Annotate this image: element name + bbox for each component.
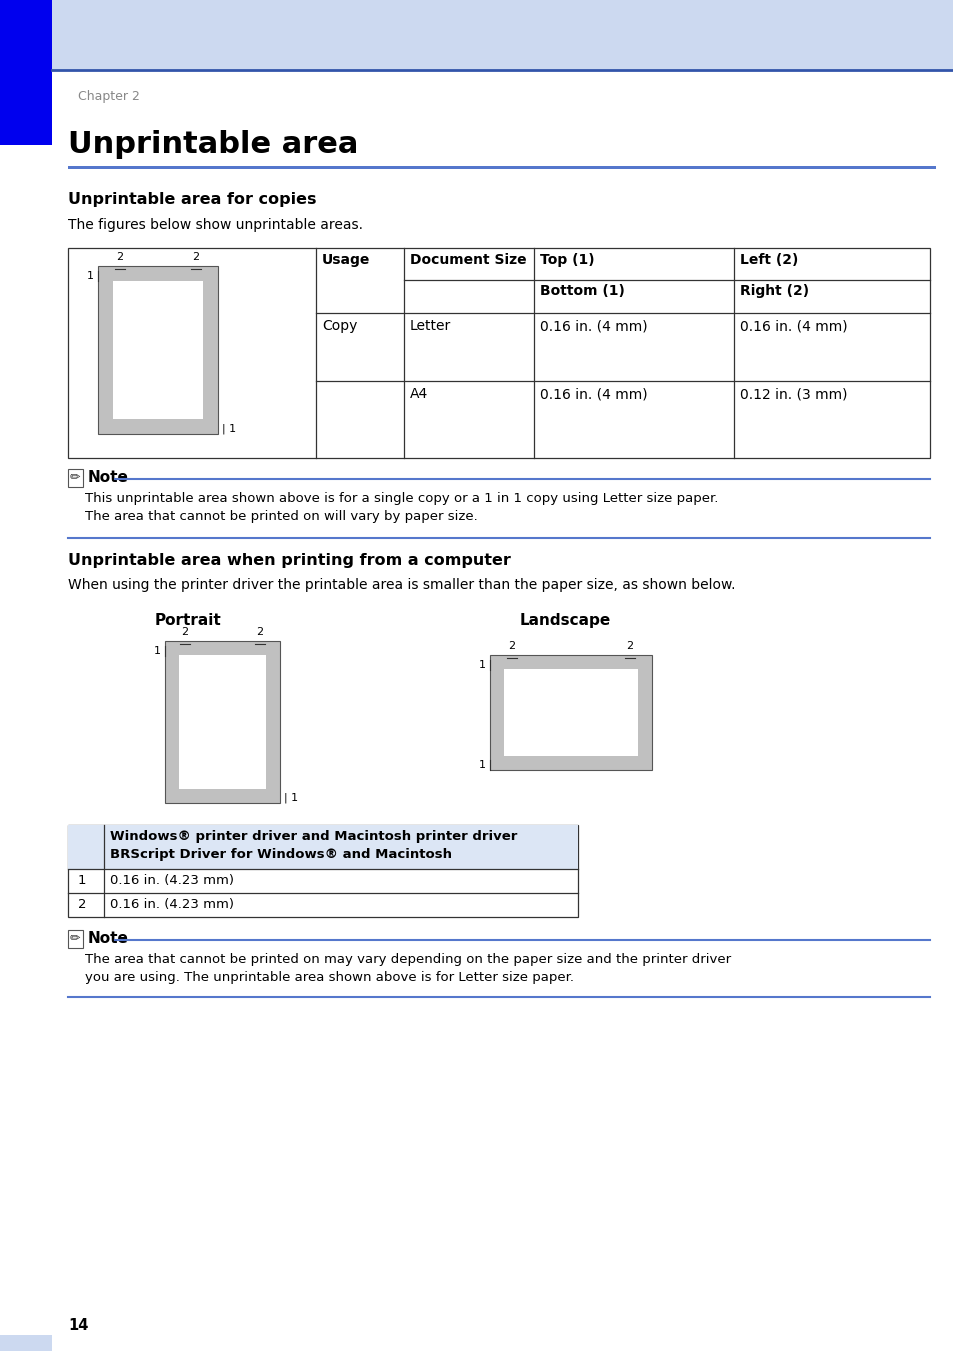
Text: 2: 2 <box>78 898 87 911</box>
Text: ✏: ✏ <box>70 932 80 944</box>
Text: 0.16 in. (4 mm): 0.16 in. (4 mm) <box>539 319 647 332</box>
Text: you are using. The unprintable area shown above is for Letter size paper.: you are using. The unprintable area show… <box>85 971 574 984</box>
Text: 0.16 in. (4.23 mm): 0.16 in. (4.23 mm) <box>110 898 233 911</box>
Text: 1: 1 <box>78 874 87 888</box>
Text: ✏: ✏ <box>70 471 80 484</box>
Bar <box>68 249 929 458</box>
Text: The area that cannot be printed on will vary by paper size.: The area that cannot be printed on will … <box>85 509 477 523</box>
Text: Top (1): Top (1) <box>539 253 594 267</box>
Text: Landscape: Landscape <box>519 613 611 628</box>
Text: Bottom (1): Bottom (1) <box>539 284 624 299</box>
Text: The area that cannot be printed on may vary depending on the paper size and the : The area that cannot be printed on may v… <box>85 952 730 966</box>
Bar <box>165 640 280 802</box>
Text: Unprintable area for copies: Unprintable area for copies <box>68 192 316 207</box>
Text: A4: A4 <box>410 386 428 401</box>
Text: The figures below show unprintable areas.: The figures below show unprintable areas… <box>68 218 363 232</box>
Text: Left (2): Left (2) <box>740 253 798 267</box>
Text: 1: 1 <box>478 761 485 770</box>
Text: Unprintable area: Unprintable area <box>68 130 358 159</box>
Text: Usage: Usage <box>322 253 370 267</box>
Bar <box>0 1335 52 1351</box>
Text: | 1: | 1 <box>222 424 236 434</box>
Text: 1: 1 <box>87 272 94 281</box>
Text: 2: 2 <box>508 640 515 651</box>
Bar <box>0 0 52 145</box>
Bar <box>68 469 83 486</box>
Text: Note: Note <box>88 931 129 946</box>
Bar <box>68 929 83 948</box>
Bar <box>112 281 203 419</box>
Text: Chapter 2: Chapter 2 <box>78 91 140 103</box>
Bar <box>98 266 218 434</box>
Text: 0.16 in. (4 mm): 0.16 in. (4 mm) <box>740 319 846 332</box>
Bar <box>503 669 638 757</box>
Bar <box>490 655 651 770</box>
Text: Portrait: Portrait <box>154 613 221 628</box>
Bar <box>68 825 578 869</box>
Text: Windows® printer driver and Macintosh printer driver: Windows® printer driver and Macintosh pr… <box>110 830 517 843</box>
Text: Note: Note <box>88 470 129 485</box>
Text: 0.12 in. (3 mm): 0.12 in. (3 mm) <box>740 386 846 401</box>
Text: Letter: Letter <box>410 319 451 332</box>
Text: Right (2): Right (2) <box>740 284 808 299</box>
Text: Copy: Copy <box>322 319 357 332</box>
Bar <box>179 655 266 789</box>
Text: BRScript Driver for Windows® and Macintosh: BRScript Driver for Windows® and Macinto… <box>110 848 452 861</box>
Bar <box>0 0 953 70</box>
Text: Unprintable area when printing from a computer: Unprintable area when printing from a co… <box>68 553 511 567</box>
Text: | 1: | 1 <box>284 793 297 804</box>
Text: 1: 1 <box>478 661 485 670</box>
Bar <box>68 166 935 169</box>
Text: This unprintable area shown above is for a single copy or a 1 in 1 copy using Le: This unprintable area shown above is for… <box>85 492 718 505</box>
Text: 2: 2 <box>116 253 124 262</box>
Text: When using the printer driver the printable area is smaller than the paper size,: When using the printer driver the printa… <box>68 578 735 592</box>
Text: 14: 14 <box>68 1319 89 1333</box>
Text: 0.16 in. (4 mm): 0.16 in. (4 mm) <box>539 386 647 401</box>
Text: Document Size: Document Size <box>410 253 526 267</box>
Text: 2: 2 <box>193 253 199 262</box>
Text: 1: 1 <box>153 646 161 657</box>
Text: 2: 2 <box>626 640 633 651</box>
Text: 2: 2 <box>256 627 263 638</box>
Text: 0.16 in. (4.23 mm): 0.16 in. (4.23 mm) <box>110 874 233 888</box>
Text: 2: 2 <box>181 627 189 638</box>
Bar <box>68 825 578 917</box>
